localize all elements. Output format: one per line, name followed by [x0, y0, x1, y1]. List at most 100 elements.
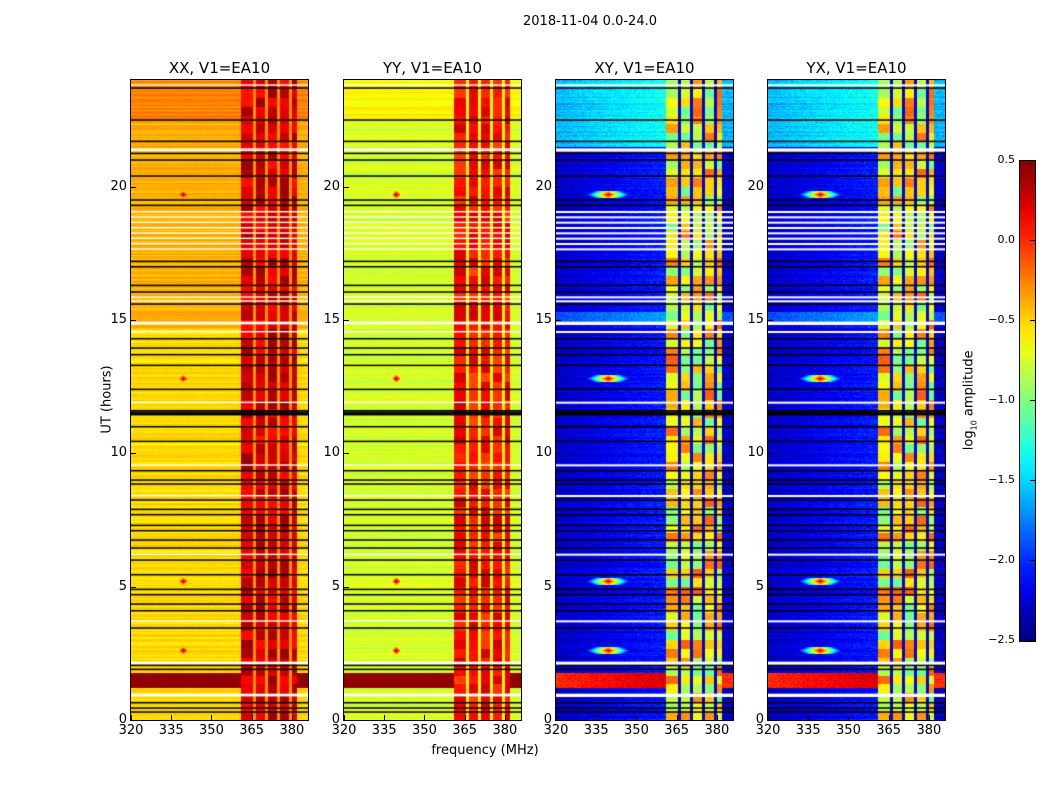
- panel-title-xy: XY, V1=EA10: [594, 59, 695, 77]
- y-tick: [556, 586, 561, 588]
- y-tick-label: 15: [747, 312, 764, 327]
- y-tick-label: 10: [535, 445, 552, 461]
- heatmap-image: [556, 80, 733, 720]
- y-tick: [131, 586, 136, 588]
- x-tick: [636, 715, 638, 720]
- y-axis-label: UT (hours): [99, 365, 115, 434]
- y-tick-label: 0: [331, 712, 340, 727]
- x-tick: [716, 715, 718, 720]
- colorbar-tick: [1030, 320, 1035, 321]
- colorbar-tick: [1030, 160, 1035, 161]
- y-tick: [131, 720, 136, 721]
- y-tick: [344, 320, 349, 321]
- x-tick: [344, 715, 345, 720]
- x-tick: [424, 715, 426, 720]
- y-tick-label: 20: [535, 178, 552, 194]
- x-tick-label: 335: [795, 723, 821, 738]
- y-tick: [768, 186, 773, 188]
- y-tick: [768, 586, 773, 588]
- x-tick: [676, 715, 678, 720]
- colorbar-tick-label: −1.0: [988, 393, 1015, 406]
- colorbar-label-sub: 10: [969, 420, 979, 431]
- x-tick: [808, 715, 810, 720]
- panel-title-yy: YY, V1=EA10: [382, 59, 483, 77]
- x-tick-label: 380: [916, 723, 942, 738]
- heatmap-panel-yx: [767, 79, 946, 721]
- x-tick-label: 365: [452, 723, 478, 738]
- y-tick: [556, 720, 561, 721]
- x-tick-label: 320: [755, 723, 781, 738]
- x-tick-label: 350: [199, 723, 224, 738]
- x-tick: [556, 715, 557, 720]
- y-tick-label: 5: [543, 578, 552, 594]
- heatmap-image: [768, 80, 945, 720]
- y-tick-label: 0: [543, 712, 552, 727]
- y-tick-label: 0: [118, 712, 127, 727]
- y-tick: [131, 186, 136, 188]
- x-tick-label: 335: [583, 723, 609, 738]
- x-tick: [464, 715, 466, 720]
- y-tick-label: 20: [110, 178, 127, 194]
- colorbar-tick-label: 0.0: [997, 233, 1016, 246]
- x-tick-label: 380: [492, 723, 518, 738]
- x-tick: [291, 715, 293, 720]
- colorbar: [1019, 160, 1036, 642]
- x-tick: [211, 715, 213, 720]
- colorbar-tick-label: −0.5: [988, 313, 1015, 326]
- colorbar-tick: [1030, 480, 1035, 481]
- x-tick-label: 365: [876, 723, 902, 738]
- x-tick-label: 380: [704, 723, 730, 738]
- y-tick: [768, 720, 773, 721]
- panel-title-yx: YX, V1=EA10: [806, 59, 907, 77]
- y-tick-label: 15: [110, 312, 127, 327]
- colorbar-tick-label: −2.5: [988, 633, 1015, 646]
- y-tick: [556, 320, 561, 321]
- heatmap-panel-yy: [343, 79, 522, 721]
- y-tick-label: 20: [747, 178, 764, 194]
- colorbar-tick: [1030, 240, 1035, 241]
- x-tick-label: 365: [664, 723, 690, 738]
- panel-title-xx: XX, V1=EA10: [168, 59, 271, 77]
- heatmap-panel-xy: [555, 79, 734, 721]
- x-tick: [131, 715, 132, 720]
- colorbar-tick: [1030, 400, 1035, 401]
- colorbar-tick-label: −1.5: [988, 473, 1015, 486]
- y-tick-label: 10: [323, 445, 340, 461]
- colorbar-label-log: log: [961, 430, 977, 451]
- x-tick-label: 335: [371, 723, 397, 738]
- y-tick-label: 10: [110, 445, 127, 461]
- y-tick: [768, 453, 773, 455]
- y-tick-label: 5: [331, 578, 340, 594]
- x-tick: [384, 715, 386, 720]
- x-tick-label: 320: [543, 723, 569, 738]
- x-tick: [251, 715, 253, 720]
- y-tick-label: 5: [118, 578, 127, 594]
- x-tick-label: 320: [331, 723, 357, 738]
- y-tick: [131, 453, 136, 455]
- colorbar-label-rest: amplitude: [961, 350, 977, 421]
- figure-title: 2018-11-04 0.0-24.0: [523, 14, 657, 29]
- y-tick-label: 10: [747, 445, 764, 461]
- heatmap-image: [131, 80, 308, 720]
- x-tick-label: 380: [279, 723, 305, 738]
- x-tick-label: 320: [118, 723, 144, 738]
- x-tick-label: 350: [412, 723, 437, 738]
- y-tick: [344, 586, 349, 588]
- heatmap-panel-xx: [130, 79, 309, 721]
- x-tick: [171, 715, 173, 720]
- colorbar-tick-label: −2.0: [988, 553, 1015, 566]
- y-tick: [556, 186, 561, 188]
- heatmap-image: [344, 80, 521, 720]
- x-tick-label: 365: [239, 723, 265, 738]
- x-tick-label: 335: [158, 723, 184, 738]
- y-tick: [131, 320, 136, 321]
- y-tick-label: 15: [535, 312, 552, 327]
- x-tick-label: 350: [624, 723, 649, 738]
- y-tick: [344, 186, 349, 188]
- colorbar-tick: [1030, 560, 1035, 561]
- y-tick: [556, 453, 561, 455]
- x-tick: [504, 715, 506, 720]
- x-tick: [596, 715, 598, 720]
- x-tick: [928, 715, 930, 720]
- y-tick-label: 15: [323, 312, 340, 327]
